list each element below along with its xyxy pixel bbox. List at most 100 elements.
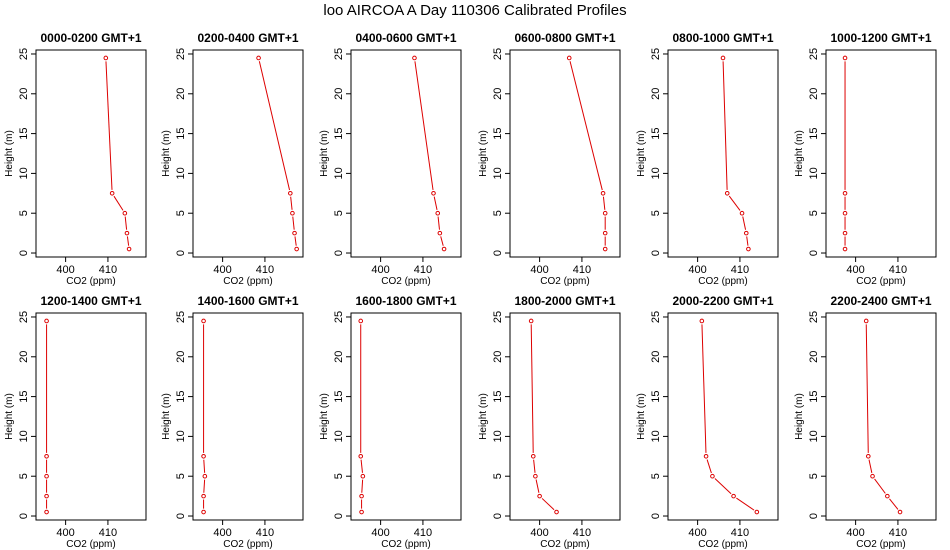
data-point: [201, 454, 206, 459]
y-tick-label: 25: [492, 311, 504, 323]
y-tick-label: 25: [18, 48, 30, 60]
series-line-segment: [124, 216, 128, 230]
panel-title: 0600-0800 GMT+1: [514, 31, 615, 45]
plot-box: [667, 312, 779, 521]
y-tick-label: 25: [492, 48, 504, 60]
series-line-segment: [746, 236, 749, 246]
x-tick-label: 410: [256, 264, 274, 276]
y-axis-label: Height (m): [636, 393, 647, 440]
y-tick-label: 15: [175, 390, 187, 402]
x-tick-label: 410: [414, 264, 432, 276]
y-tick-label: 5: [808, 473, 820, 479]
x-axis-label: CO2 (ppm): [381, 276, 430, 287]
y-axis-label: Height (m): [636, 130, 647, 177]
panel-8: 1400-1600 GMT+1 400 410 0 5 10 15 20 25 CO2 (ppm)…: [161, 294, 304, 550]
y-tick-label: 20: [175, 351, 187, 363]
y-tick-label: 0: [650, 250, 662, 256]
data-point: [699, 318, 705, 324]
data-point: [724, 191, 730, 196]
panel-5: 0800-1000 GMT+1 400 410 0 5 10 15 20 25 CO2 (ppm)…: [636, 31, 779, 287]
data-point: [528, 318, 534, 324]
y-axis-label: Height (m): [319, 130, 330, 177]
y-axis-label: Height (m): [4, 393, 15, 440]
data-point: [44, 493, 49, 499]
data-point: [256, 55, 261, 61]
y-tick-label: 15: [650, 127, 662, 139]
panel-9: 1600-1800 GMT+1 400 410 0 5 10 15 20 25 CO2 (ppm)…: [319, 294, 462, 550]
series-line-segment: [742, 216, 747, 230]
y-tick-label: 20: [492, 88, 504, 100]
y-tick-label: 15: [333, 390, 345, 402]
plot-box: [825, 49, 937, 258]
data-point: [754, 509, 760, 515]
series-line-segment: [530, 324, 534, 453]
panel-title: 1800-2000 GMT+1: [514, 294, 615, 308]
x-axis-label: CO2 (ppm): [223, 539, 272, 550]
x-tick-label: 410: [731, 264, 749, 276]
y-tick-label: 5: [650, 210, 662, 216]
y-tick-label: 25: [175, 48, 187, 60]
x-tick-label: 400: [688, 527, 706, 539]
series-line-segment: [360, 459, 363, 473]
series-line-segment: [292, 216, 295, 230]
plot-box: [509, 312, 621, 521]
x-axis-label: CO2 (ppm): [223, 276, 272, 287]
series-line-segment: [105, 61, 113, 190]
plot-box: [35, 49, 147, 258]
series-line-segment: [701, 324, 707, 453]
x-axis-label: CO2 (ppm): [66, 276, 115, 287]
y-axis-label: Height (m): [794, 393, 805, 440]
y-axis-label: Height (m): [478, 130, 489, 177]
x-tick-label: 410: [414, 527, 432, 539]
y-tick-label: 5: [175, 210, 187, 216]
data-point: [533, 473, 538, 479]
x-tick-label: 400: [846, 264, 864, 276]
x-axis-label: CO2 (ppm): [381, 539, 430, 550]
y-tick-label: 0: [175, 513, 187, 519]
panel-title: 1400-1600 GMT+1: [197, 294, 298, 308]
series-line-segment: [569, 61, 603, 191]
data-point: [885, 493, 890, 499]
panel-1: 0000-0200 GMT+1 400 410 0 5 10 15 20 25 CO2 (ppm)…: [4, 31, 147, 287]
y-tick-label: 15: [175, 127, 187, 139]
y-axis-label: Height (m): [161, 130, 172, 177]
y-tick-label: 25: [808, 311, 820, 323]
y-tick-label: 0: [18, 513, 30, 519]
series-line-segment: [437, 216, 440, 230]
series-line-segment: [728, 195, 741, 211]
y-tick-label: 25: [650, 311, 662, 323]
plot-box: [192, 312, 304, 521]
series-line-segment: [533, 459, 536, 473]
series-line-segment: [113, 195, 124, 211]
x-tick-label: 400: [846, 527, 864, 539]
x-tick-label: 400: [688, 264, 706, 276]
y-tick-label: 15: [492, 390, 504, 402]
y-tick-label: 15: [808, 390, 820, 402]
y-tick-label: 20: [650, 351, 662, 363]
y-tick-label: 10: [650, 167, 662, 179]
data-point: [842, 191, 848, 196]
y-tick-label: 0: [650, 513, 662, 519]
data-point: [359, 509, 364, 515]
series-line-segment: [602, 196, 606, 210]
series-line-segment: [361, 479, 364, 493]
y-tick-label: 20: [492, 351, 504, 363]
plot-box: [192, 49, 304, 258]
plot-box: [350, 49, 462, 258]
series-line-segment: [203, 479, 206, 493]
y-axis-label: Height (m): [794, 130, 805, 177]
y-axis-label: Height (m): [161, 393, 172, 440]
plot-box: [350, 312, 462, 521]
y-tick-label: 15: [333, 127, 345, 139]
panel-6: 1000-1200 GMT+1 400 410 0 5 10 15 20 25 CO2 (ppm)…: [794, 31, 937, 287]
data-point: [731, 493, 736, 499]
y-tick-label: 10: [492, 167, 504, 179]
data-point: [842, 230, 848, 236]
data-point: [537, 493, 542, 499]
series-line-segment: [736, 497, 755, 511]
data-point: [554, 509, 559, 515]
x-axis-label: CO2 (ppm): [856, 276, 905, 287]
panel-title: 2200-2400 GMT+1: [830, 294, 931, 308]
data-point: [358, 318, 364, 324]
data-point: [290, 210, 295, 216]
